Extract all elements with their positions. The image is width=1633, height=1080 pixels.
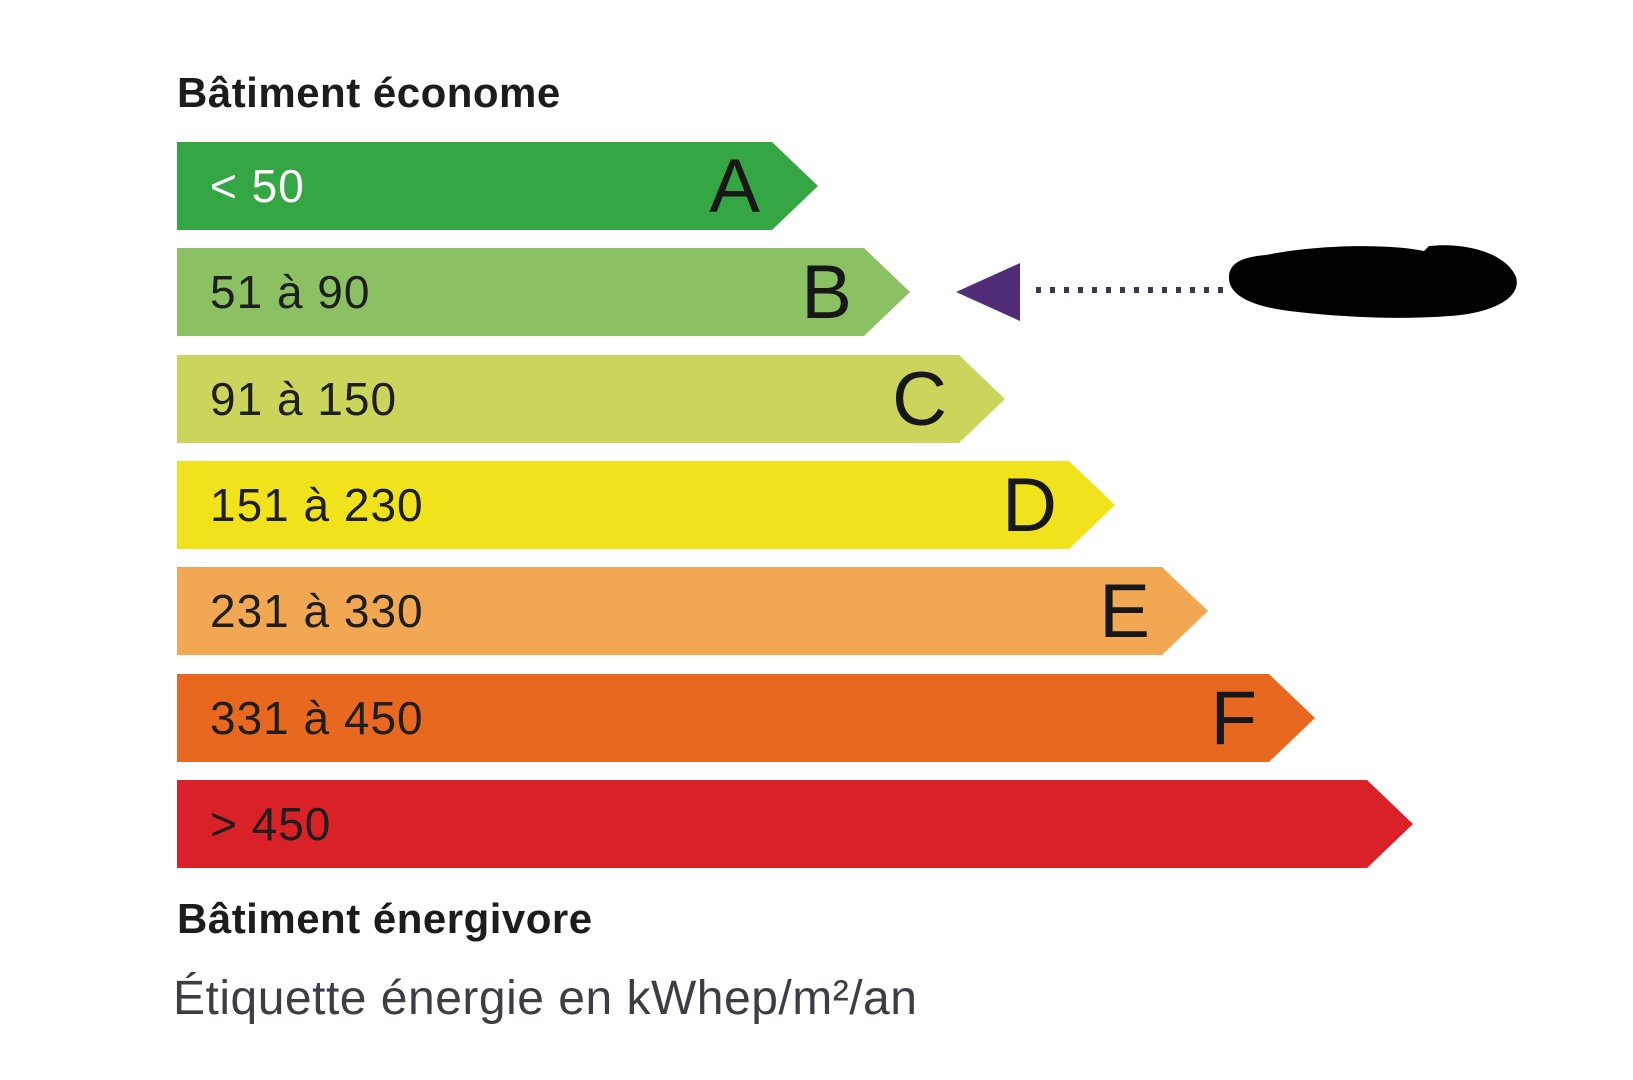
energy-class-bar-b: 51 à 90 B (177, 248, 910, 336)
marker-dotted-connector (1036, 287, 1230, 293)
class-letter-f: F (1210, 676, 1257, 761)
energy-class-bar-d: 151 à 230 D (177, 461, 1115, 549)
range-label-g: > 450 (210, 798, 332, 850)
class-letter-a: A (709, 144, 760, 229)
energy-class-bar-g: > 450 (177, 780, 1413, 868)
energy-class-bar-f: 331 à 450 F (177, 674, 1315, 762)
class-letter-e: E (1099, 569, 1150, 654)
range-label-f: 331 à 450 (210, 692, 424, 744)
energy-class-bar-a: < 50 A (177, 142, 818, 230)
class-letter-c: C (892, 357, 947, 442)
range-label-d: 151 à 230 (210, 479, 424, 531)
energy-intensive-building-label: Bâtiment énergivore (177, 895, 593, 942)
class-letter-b: B (801, 250, 852, 335)
range-label-c: 91 à 150 (210, 373, 398, 425)
energy-class-bar-c: 91 à 150 C (177, 355, 1005, 443)
range-label-b: 51 à 90 (210, 266, 371, 318)
energy-label-caption: Étiquette énergie en kWhep/m²/an (173, 972, 918, 1025)
class-marker-arrow-icon (956, 263, 1020, 321)
energy-class-bar-e: 231 à 330 E (177, 567, 1208, 655)
redacted-value-blob (1228, 245, 1517, 318)
range-label-e: 231 à 330 (210, 585, 424, 637)
class-letter-d: D (1002, 463, 1057, 548)
range-label-a: < 50 (210, 160, 305, 212)
economical-building-label: Bâtiment économe (177, 69, 561, 116)
